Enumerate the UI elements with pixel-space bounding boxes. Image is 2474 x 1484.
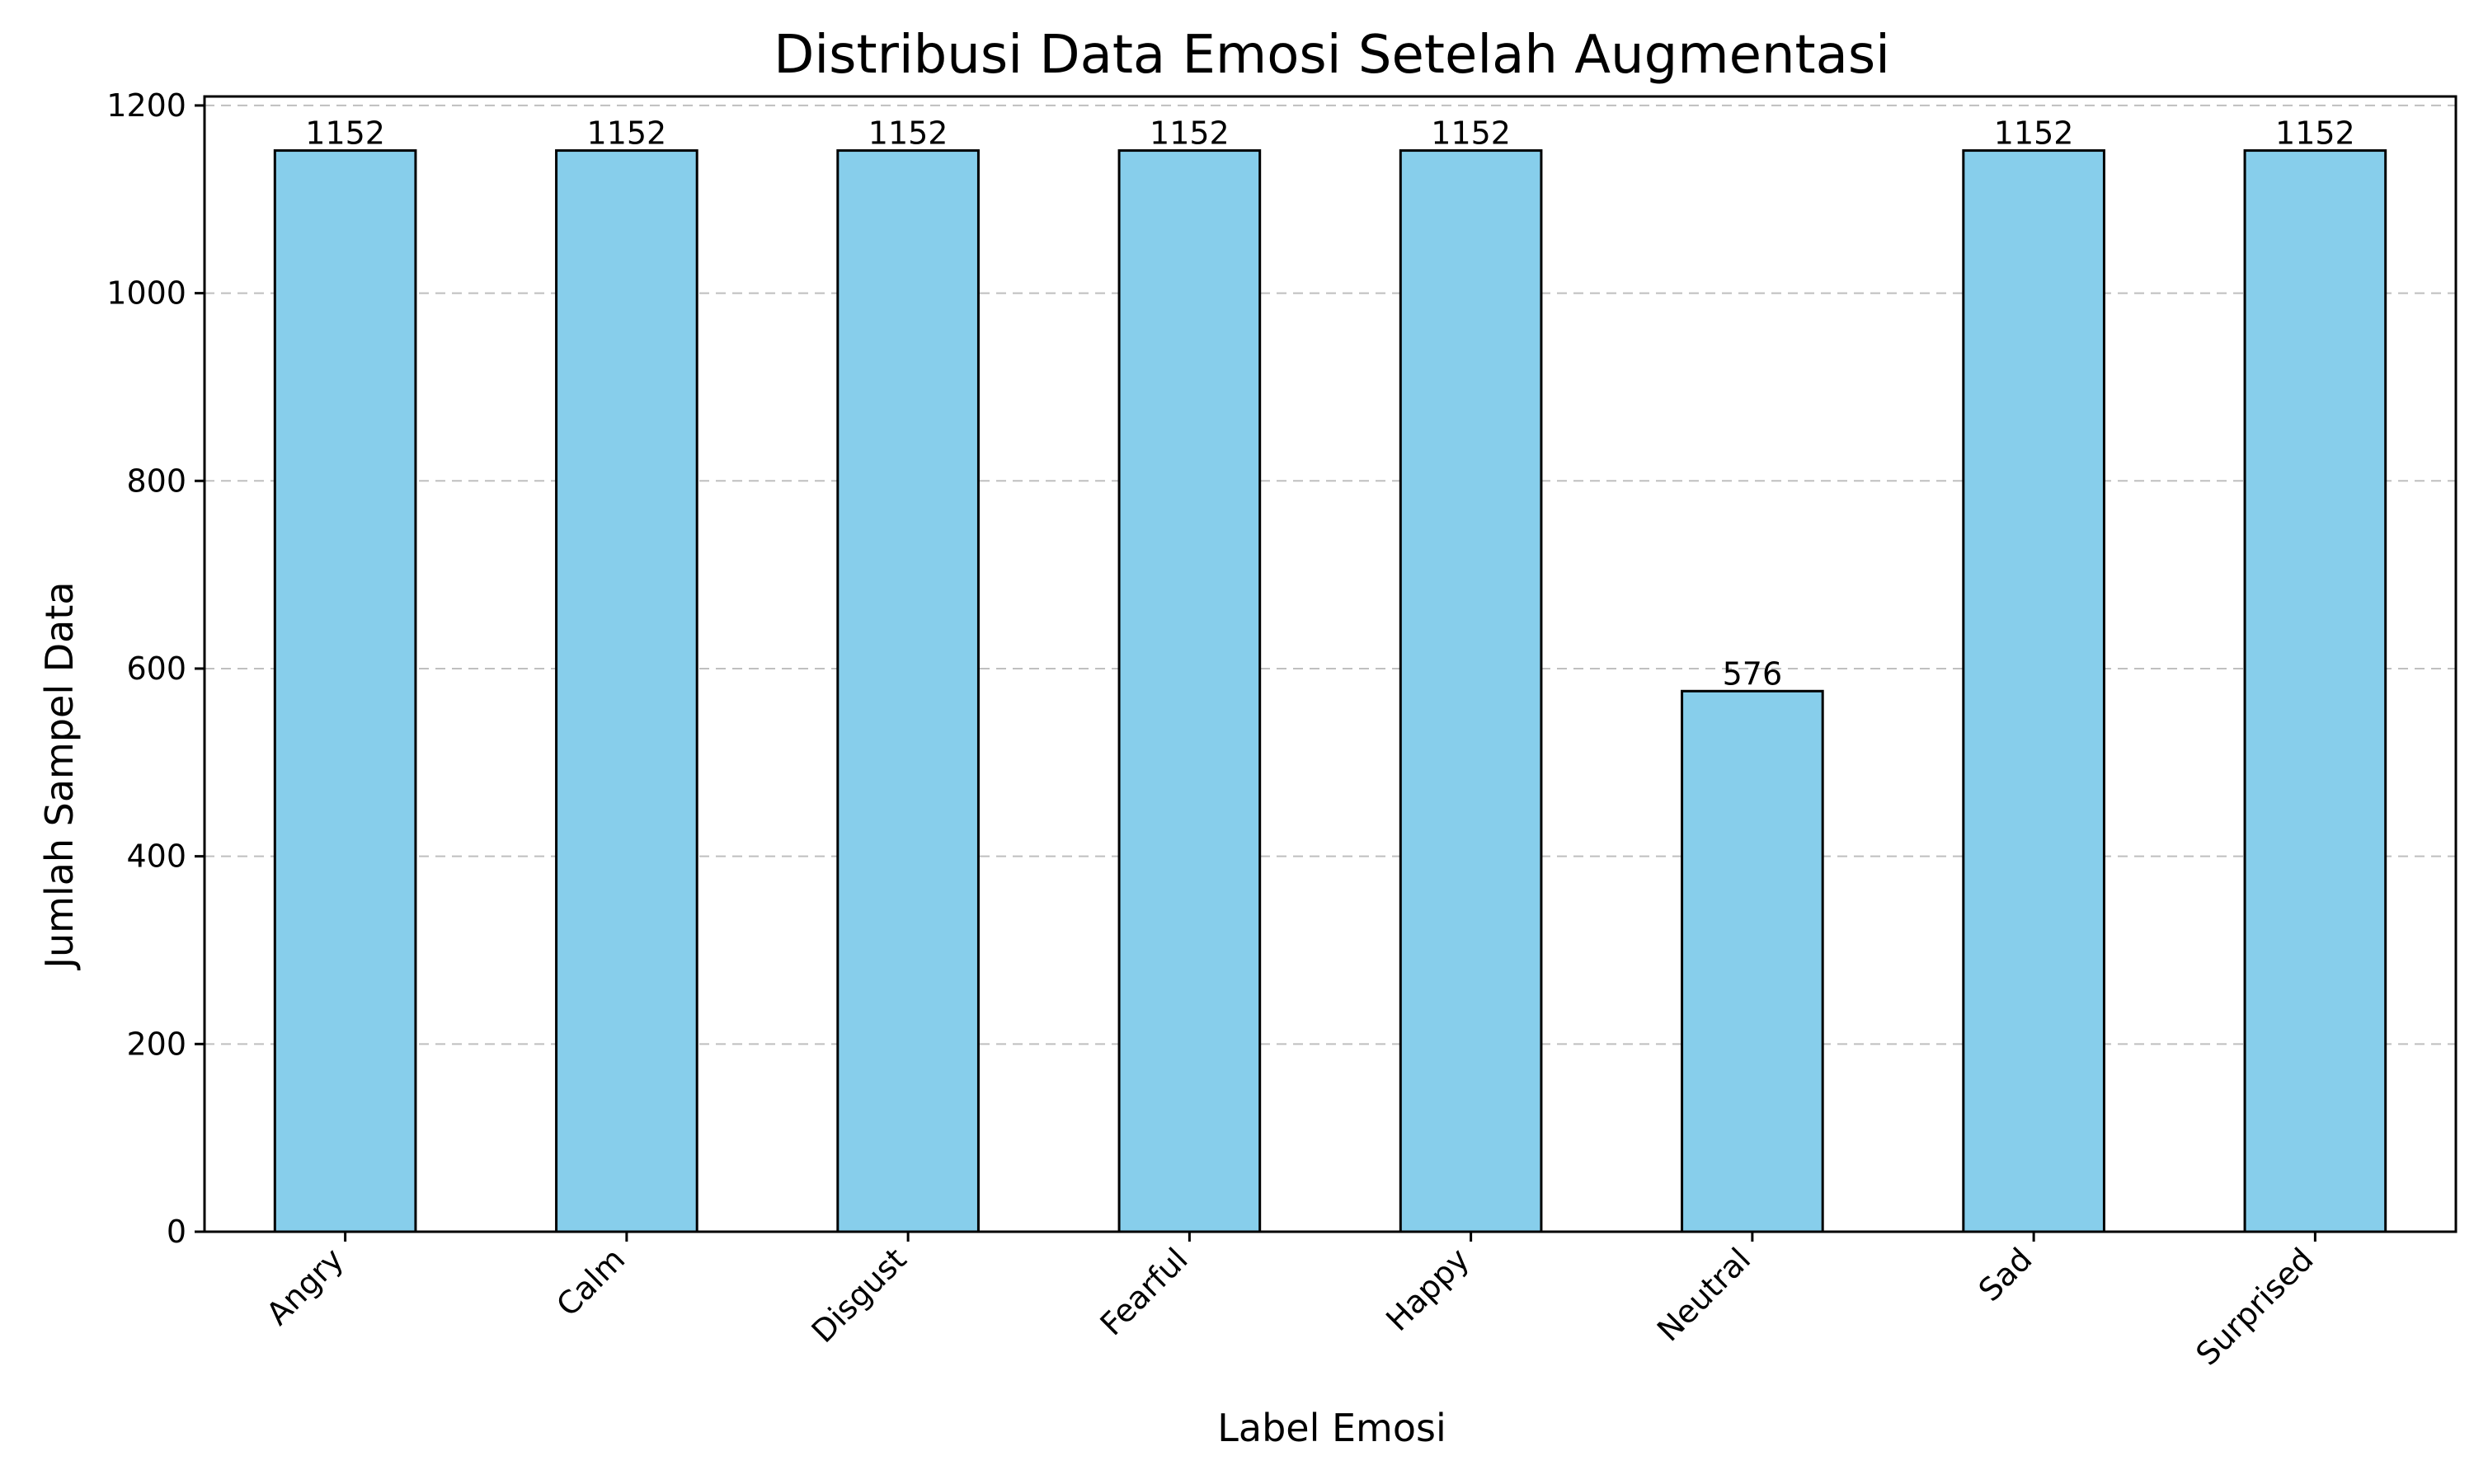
y-ticks-layer: 0 200 400 600 800 1000 1200 bbox=[106, 87, 205, 1250]
x-axis-label: Label Emosi bbox=[1217, 1406, 1446, 1450]
bar-surprised bbox=[2243, 149, 2387, 1233]
data-label-angry: 1152 bbox=[305, 115, 385, 152]
y-tick-label-3: 600 bbox=[126, 650, 186, 687]
chart-title: Distribusi Data Emosi Setelah Augmentasi bbox=[774, 25, 1890, 86]
bar-happy bbox=[1399, 149, 1543, 1233]
plot-frame bbox=[203, 95, 2458, 1233]
data-label-sad: 1152 bbox=[1994, 115, 2074, 152]
bar-neutral bbox=[1681, 689, 1824, 1233]
y-axis-label: Jumlah Sampel Data bbox=[37, 581, 82, 970]
y-tick-label-0: 0 bbox=[167, 1214, 186, 1250]
data-label-happy: 1152 bbox=[1431, 115, 1511, 152]
bar-angry bbox=[273, 149, 417, 1233]
data-label-fearful: 1152 bbox=[1150, 115, 1230, 152]
data-label-surprised: 1152 bbox=[2275, 115, 2355, 152]
bar-disgust bbox=[836, 149, 980, 1233]
axes-layer bbox=[203, 95, 2458, 1233]
data-label-neutral: 576 bbox=[1723, 655, 1783, 692]
y-tick-label-2: 400 bbox=[126, 838, 186, 875]
data-label-disgust: 1152 bbox=[868, 115, 948, 152]
bar-fearful bbox=[1117, 149, 1262, 1233]
y-tick-label-4: 800 bbox=[126, 463, 186, 499]
data-label-calm: 1152 bbox=[587, 115, 667, 152]
y-tick-label-6: 1200 bbox=[106, 87, 186, 124]
bars-layer bbox=[273, 149, 2387, 1233]
y-tick-label-1: 200 bbox=[126, 1026, 186, 1062]
bar-calm bbox=[555, 149, 698, 1233]
data-labels-layer: 1152 1152 1152 1152 1152 576 1152 1152 bbox=[305, 115, 2354, 693]
bar-sad bbox=[1962, 149, 2105, 1233]
y-tick-label-5: 1000 bbox=[106, 275, 186, 312]
